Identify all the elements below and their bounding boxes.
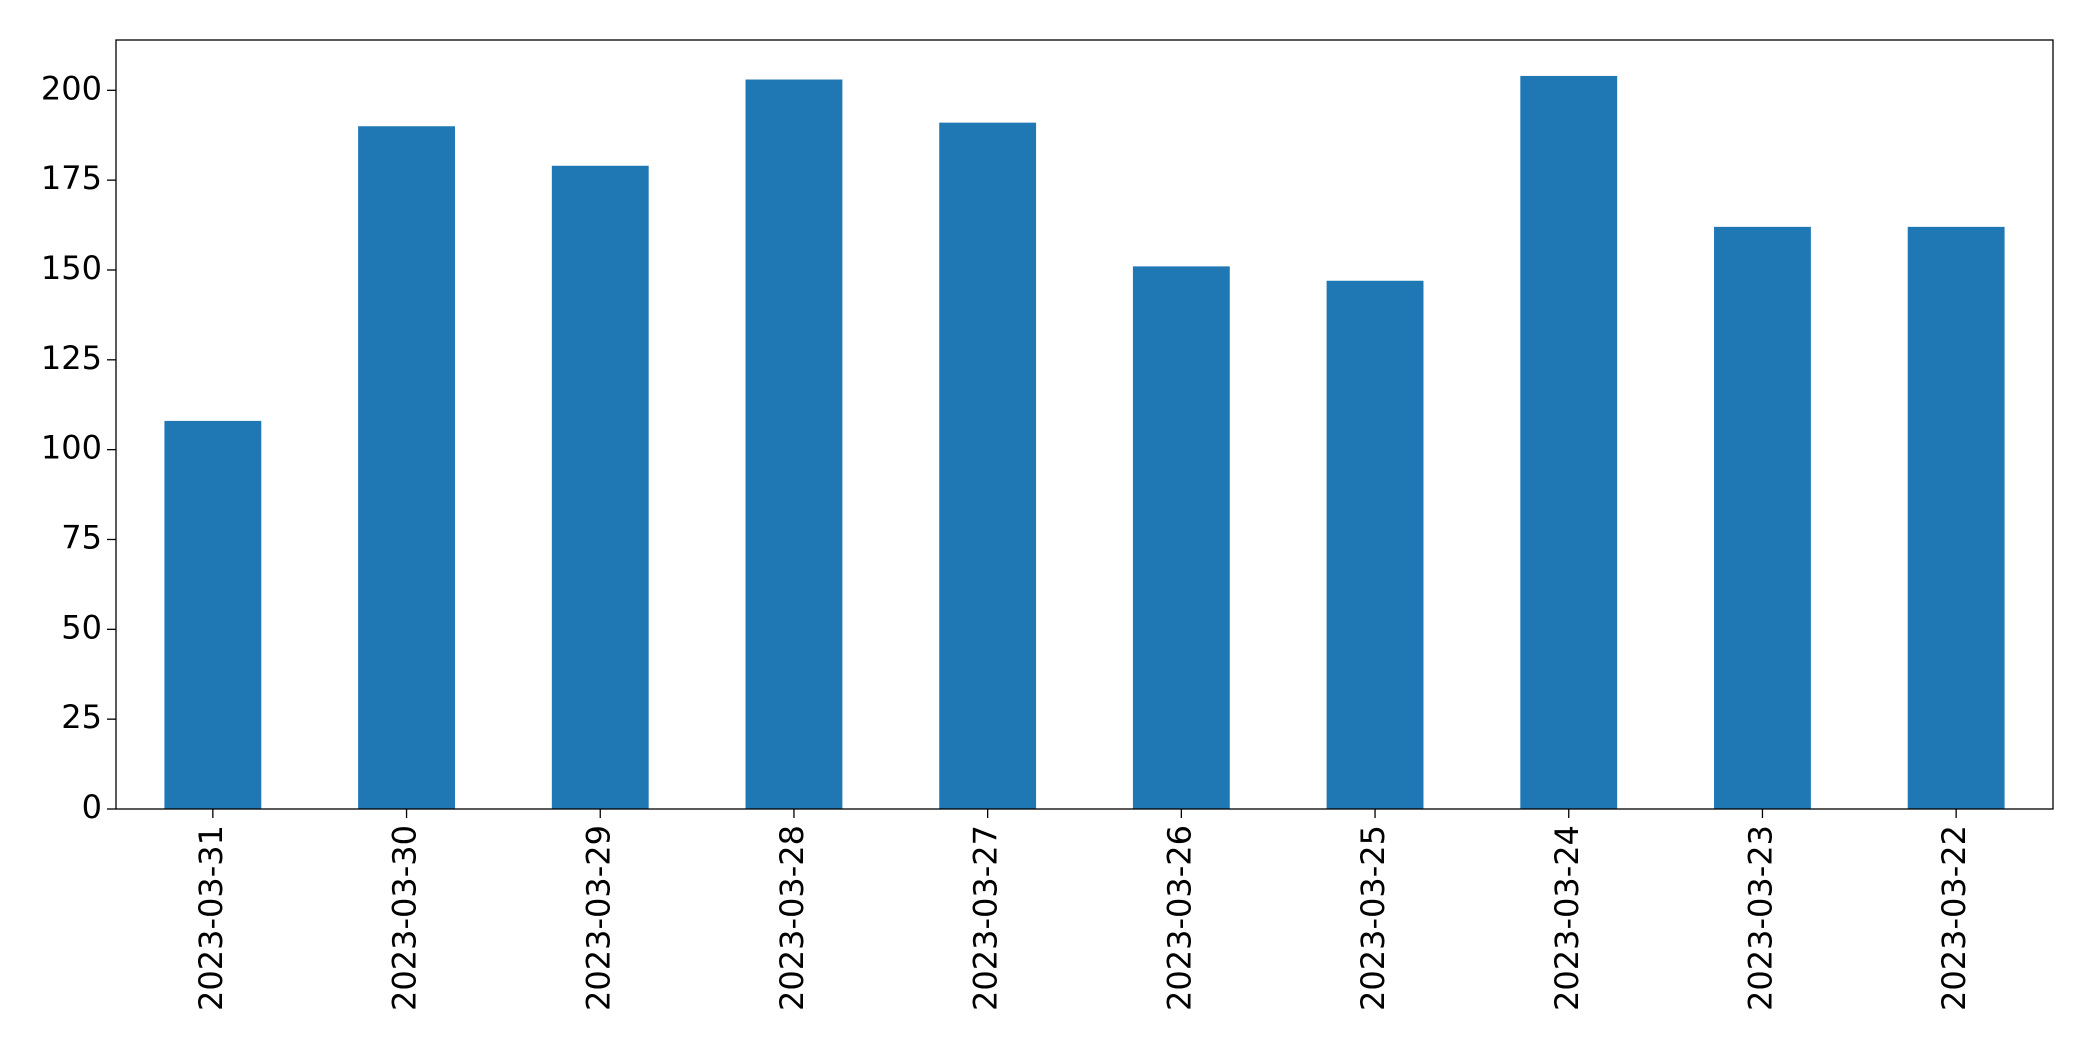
y-tick-label: 25 <box>61 698 102 736</box>
bar <box>1132 266 1230 810</box>
x-tick-label: 2023-03-27 <box>967 825 1005 1011</box>
x-tick-label: 2023-03-30 <box>386 825 424 1011</box>
bar <box>551 165 649 810</box>
x-tick-label: 2023-03-26 <box>1160 825 1198 1011</box>
y-tick-label: 50 <box>61 608 102 646</box>
y-tick-label: 100 <box>41 429 102 467</box>
x-tick-label: 2023-03-29 <box>579 825 617 1011</box>
bar <box>745 79 843 810</box>
x-tick-label: 2023-03-24 <box>1548 825 1586 1011</box>
plot-frame <box>115 39 2054 810</box>
y-tick-label: 150 <box>41 249 102 287</box>
x-tick-label: 2023-03-22 <box>1935 825 1973 1011</box>
bar <box>358 126 455 810</box>
y-tick-label: 175 <box>41 159 102 197</box>
bar <box>1520 75 1618 810</box>
bar <box>164 420 262 809</box>
x-tick-label: 2023-03-23 <box>1741 825 1779 1011</box>
y-tick-label: 0 <box>82 788 102 826</box>
x-tick-label: 2023-03-31 <box>192 825 230 1011</box>
bar <box>1714 226 1811 810</box>
bar <box>939 122 1037 809</box>
x-tick-label: 2023-03-25 <box>1354 825 1392 1011</box>
y-tick-label: 200 <box>41 69 102 107</box>
y-tick-label: 75 <box>61 518 102 556</box>
y-tick-label: 125 <box>41 339 102 377</box>
x-tick-label: 2023-03-28 <box>773 825 811 1011</box>
bar <box>1326 280 1424 809</box>
bar <box>1907 226 2005 810</box>
